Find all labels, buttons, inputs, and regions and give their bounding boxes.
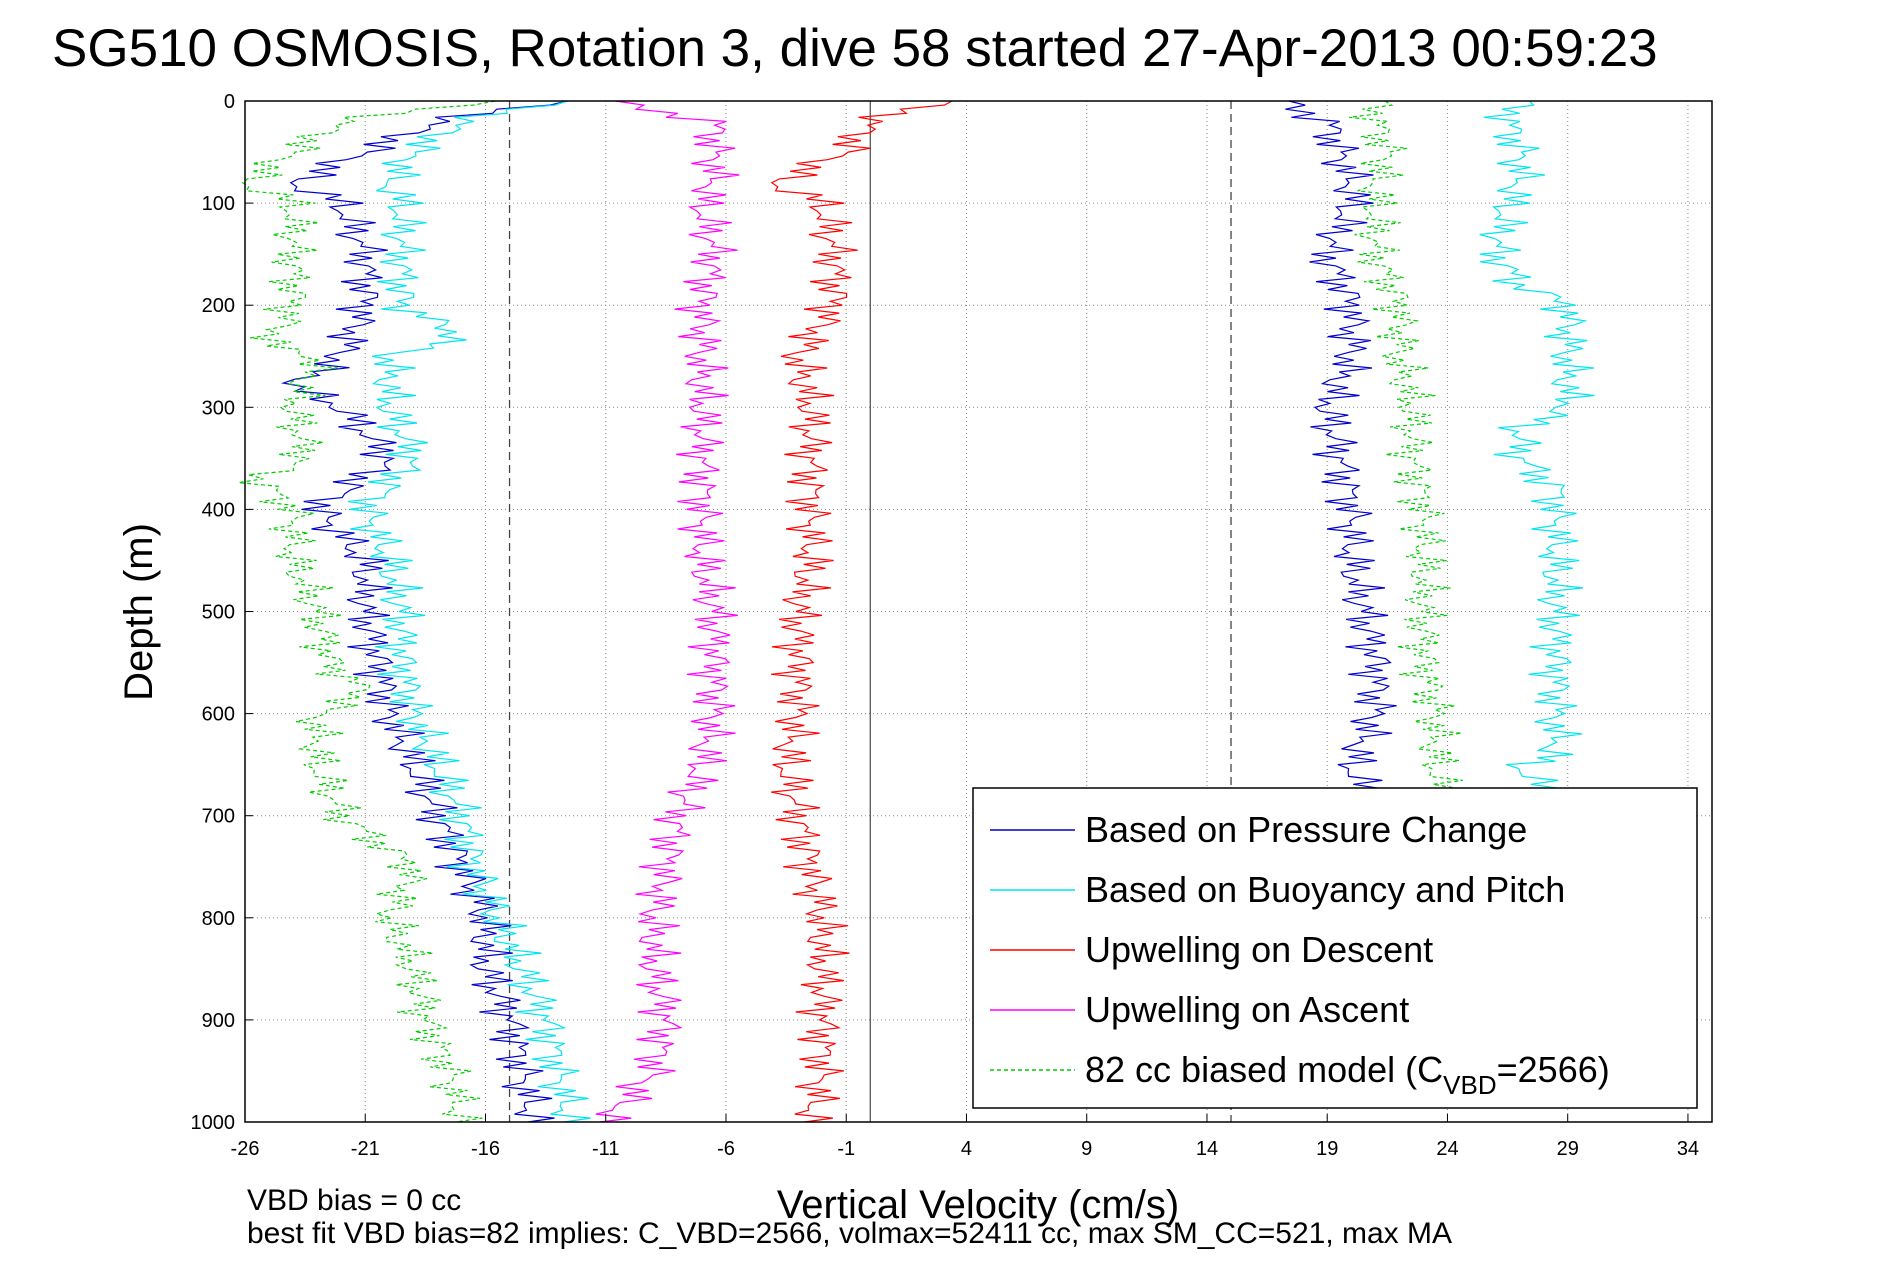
x-tick-label: 24 — [1436, 1138, 1458, 1160]
x-tick-label: 19 — [1316, 1138, 1338, 1160]
y-ticks: 0 100 200 300 400 500 600 700 800 900 1000 — [191, 91, 253, 1134]
y-tick-label: 700 — [202, 806, 235, 828]
footer-line-2: best fit VBD bias=82 implies: C_VBD=2566… — [247, 1217, 1452, 1250]
y-tick-label: 800 — [202, 908, 235, 930]
footer-line-1: VBD bias = 0 cc — [247, 1184, 461, 1217]
series-line-based-on-pressure-change — [280, 100, 568, 1123]
x-tick-label: 29 — [1557, 1138, 1579, 1160]
series-line-82-cc-biased-model-c-vbd-2566 — [1349, 100, 1470, 817]
series-line-upwelling-on-ascent — [595, 100, 740, 1123]
legend-label-subscript: VBD — [1443, 1070, 1496, 1100]
x-tick-label: 9 — [1081, 1138, 1092, 1160]
x-ticks: -26 -21 -16 -11 -6 -1 4 9 14 19 24 29 34 — [231, 1114, 1699, 1160]
y-tick-label: 0 — [224, 91, 235, 113]
y-axis-label: Depth (m) — [117, 523, 161, 701]
y-tick-label: 900 — [202, 1010, 235, 1032]
x-tick-label: 34 — [1677, 1138, 1699, 1160]
series-group — [238, 100, 1595, 1123]
y-tick-label: 1000 — [191, 1112, 236, 1134]
x-tick-label: -21 — [351, 1138, 380, 1160]
x-tick-label: -16 — [471, 1138, 500, 1160]
x-tick-label: 4 — [961, 1138, 972, 1160]
y-tick-label: 100 — [202, 193, 235, 215]
x-tick-label: 14 — [1196, 1138, 1218, 1160]
series-line-based-on-buoyancy-and-pitch — [348, 100, 591, 1123]
legend-label: Upwelling on Descent — [1085, 929, 1433, 970]
legend-label: Based on Pressure Change — [1085, 809, 1527, 850]
x-axis-label: Vertical Velocity (cm/s) — [777, 1183, 1179, 1227]
y-tick-label: 400 — [202, 499, 235, 521]
series-line-based-on-pressure-change — [1285, 100, 1397, 817]
series-line-upwelling-on-descent — [770, 100, 953, 1123]
y-tick-label: 500 — [202, 602, 235, 624]
legend-label: Upwelling on Ascent — [1085, 989, 1409, 1030]
x-tick-label: -11 — [592, 1138, 619, 1160]
y-tick-label: 300 — [202, 397, 235, 419]
legend-label-suffix: =2566) — [1497, 1049, 1610, 1090]
series-line-82-cc-biased-model-c-vbd-2566 — [238, 100, 496, 1123]
chart-title: SG510 OSMOSIS, Rotation 3, dive 58 start… — [52, 19, 1658, 78]
x-tick-label: -6 — [717, 1138, 735, 1160]
x-tick-label: -1 — [837, 1138, 855, 1160]
legend-label: 82 cc biased model (CVBD=2566) — [1085, 1049, 1610, 1100]
grid — [245, 101, 1712, 1122]
legend-label-prefix: 82 cc biased model (C — [1085, 1049, 1443, 1090]
y-tick-label: 600 — [202, 704, 235, 726]
series-line-based-on-buoyancy-and-pitch — [1479, 100, 1595, 817]
legend-box — [972, 787, 1698, 1109]
x-tick-label: -26 — [231, 1138, 260, 1160]
legend-label: Based on Buoyancy and Pitch — [1085, 869, 1565, 910]
y-tick-label: 200 — [202, 295, 235, 317]
legend: Based on Pressure Change Based on Buoyanc… — [972, 787, 1698, 1109]
